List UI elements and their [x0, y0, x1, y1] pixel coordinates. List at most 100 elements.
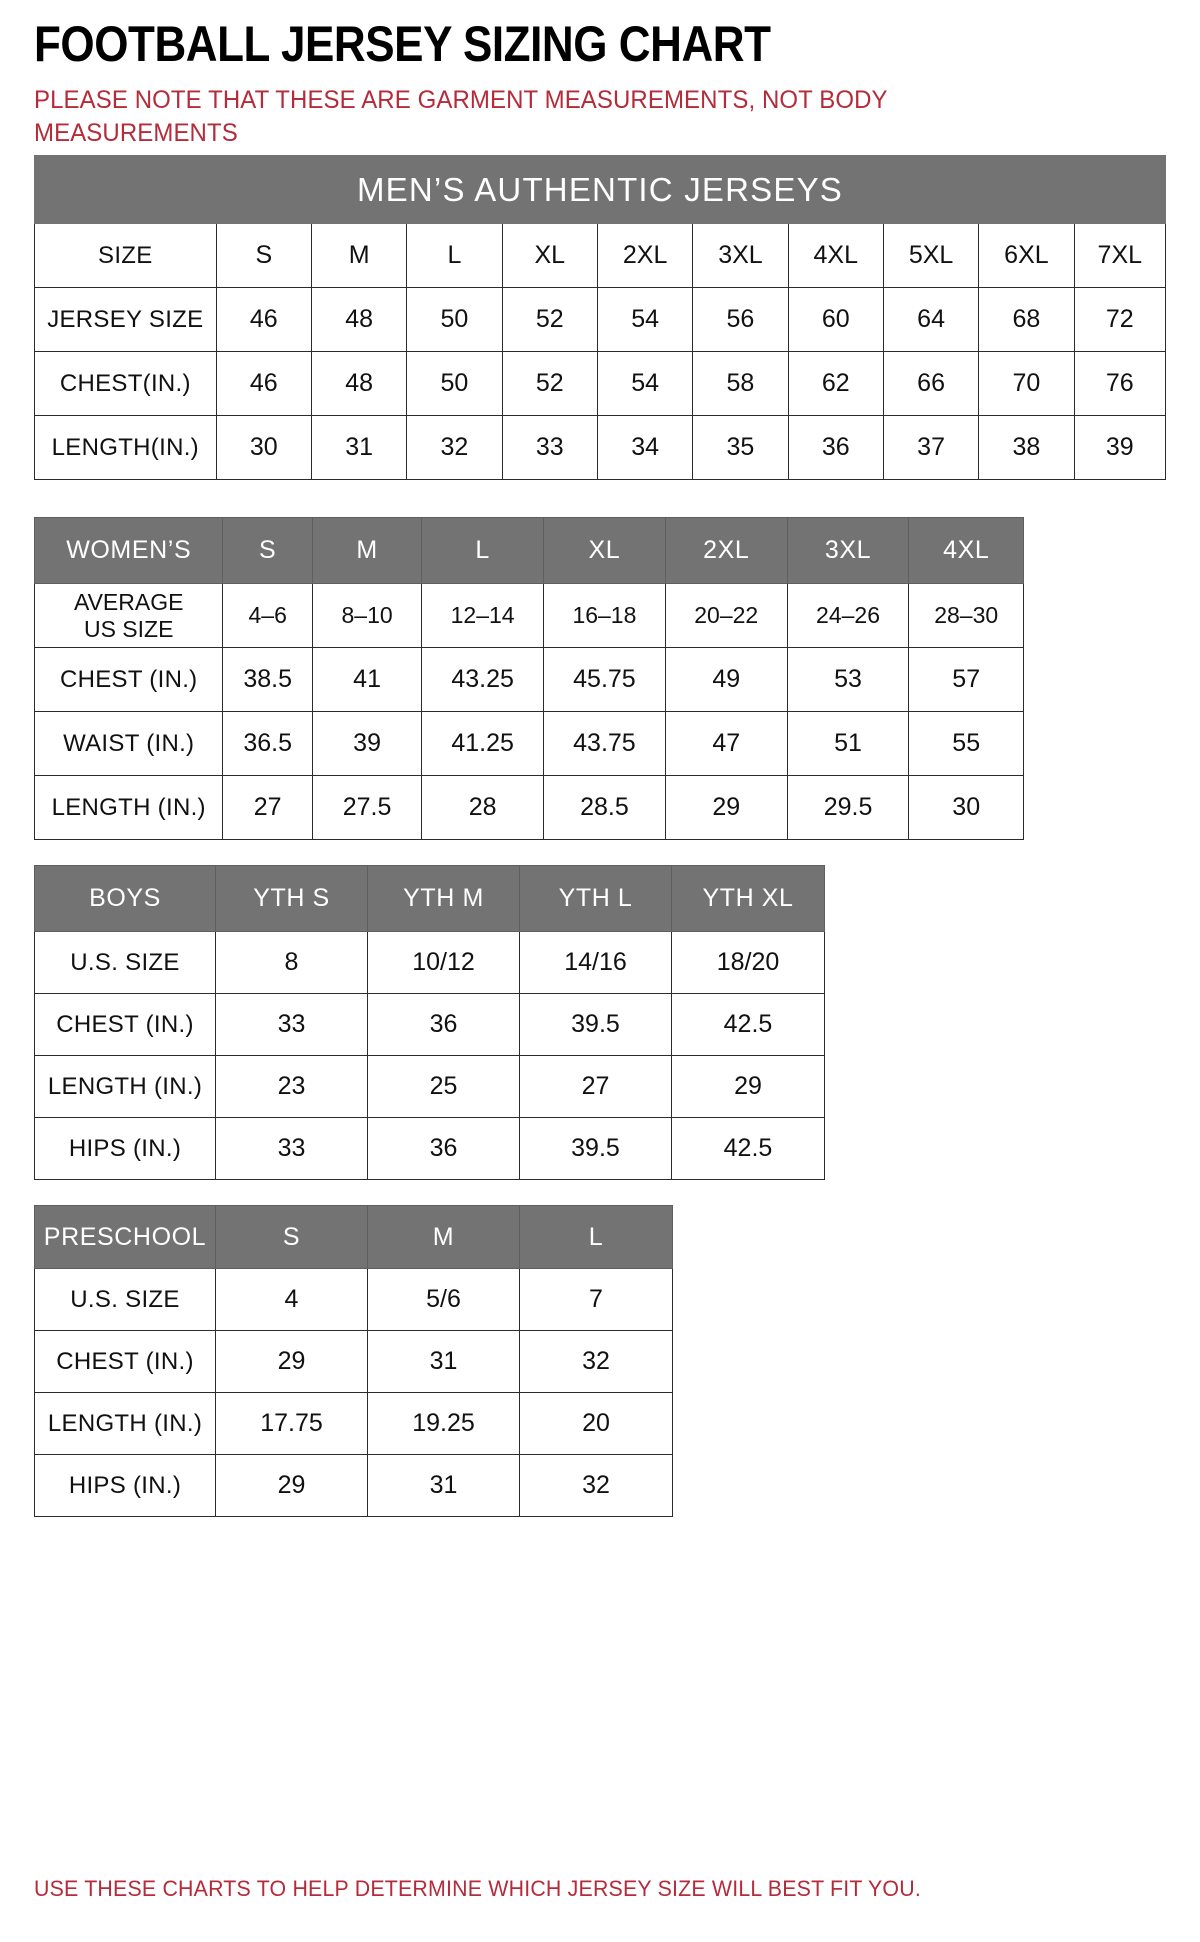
cell: 49	[664, 647, 788, 712]
cell: 29.5	[786, 775, 910, 840]
cell: 32	[519, 1454, 673, 1517]
cell: 33	[215, 1117, 368, 1180]
row-label-line1: AVERAGE	[73, 588, 184, 615]
row-label: HIPS (IN.)	[34, 1454, 216, 1517]
cell: 28	[421, 775, 545, 840]
cell: 52	[501, 287, 598, 352]
cell: 36.5	[222, 711, 313, 776]
table-header-row: WOMEN’S S M L XL 2XL 3XL 4XL	[33, 517, 1024, 584]
cell: 30	[215, 415, 312, 480]
row-label: CHEST(IN.)	[34, 351, 217, 416]
cell: 43.25	[421, 647, 545, 712]
cell: 12–14	[421, 583, 545, 648]
cell: 50	[406, 287, 503, 352]
cell: 57	[908, 647, 1024, 712]
cell: 33	[501, 415, 598, 480]
cell: 66	[882, 351, 980, 416]
cell: 7	[519, 1268, 673, 1331]
cell: 43.75	[543, 711, 666, 776]
table-row: AVERAGE US SIZE 4–6 8–10 12–14 16–18 20–2…	[33, 583, 1024, 648]
cell: 39.5	[519, 1117, 672, 1180]
cell: 8	[215, 931, 368, 994]
column-header-preschool: PRESCHOOL	[34, 1205, 216, 1269]
cell: 16–18	[543, 583, 666, 648]
cell: 17.75	[215, 1392, 368, 1455]
cell: 4–6	[222, 583, 313, 648]
cell: 29	[671, 1055, 825, 1118]
row-label: U.S. SIZE	[34, 1268, 216, 1331]
cell: 10/12	[367, 931, 520, 994]
cell: 24–26	[786, 583, 910, 648]
table-row: LENGTH (IN.) 27 27.5 28 28.5 29 29.5 30	[33, 775, 1024, 840]
column-header-yth-s: YTH S	[215, 865, 368, 932]
cell: 56	[692, 287, 789, 352]
cell: 28–30	[908, 583, 1024, 648]
cell: 14/16	[519, 931, 672, 994]
column-header-s: S	[222, 517, 313, 584]
cell: 48	[310, 351, 408, 416]
cell: 64	[882, 287, 980, 352]
cell: 19.25	[367, 1392, 520, 1455]
row-label: LENGTH (IN.)	[33, 775, 224, 840]
column-header-3xl: 3XL	[786, 517, 910, 584]
cell: 29	[215, 1454, 368, 1517]
cell: 8–10	[311, 583, 423, 648]
cell: 62	[787, 351, 884, 416]
table-row: LENGTH (IN.) 17.75 19.25 20	[34, 1392, 673, 1455]
cell: 46	[215, 287, 312, 352]
table-row: U.S. SIZE 8 10/12 14/16 18/20	[34, 931, 825, 994]
table-banner-row: MEN’S AUTHENTIC JERSEYS	[34, 155, 1166, 224]
column-header-size: SIZE	[34, 223, 217, 288]
cell: 60	[787, 287, 884, 352]
cell: 51	[786, 711, 910, 776]
cell: 42.5	[671, 1117, 825, 1180]
page-title: FOOTBALL JERSEY SIZING CHART	[34, 16, 771, 72]
cell: 53	[786, 647, 910, 712]
column-header-xl: XL	[501, 223, 598, 288]
column-header-3xl: 3XL	[692, 223, 789, 288]
cell: 32	[519, 1330, 673, 1393]
mens-banner: MEN’S AUTHENTIC JERSEYS	[34, 155, 1166, 224]
cell: 27	[222, 775, 313, 840]
cell: 30	[908, 775, 1024, 840]
row-label: LENGTH (IN.)	[34, 1055, 216, 1118]
table-row: WAIST (IN.) 36.5 39 41.25 43.75 47 51 55	[33, 711, 1024, 776]
cell: 29	[664, 775, 788, 840]
row-label: AVERAGE US SIZE	[33, 583, 224, 648]
cell: 41	[311, 647, 423, 712]
column-header-s: S	[215, 223, 312, 288]
column-header-yth-l: YTH L	[519, 865, 672, 932]
cell: 31	[367, 1454, 520, 1517]
cell: 36	[367, 1117, 520, 1180]
column-header-m: M	[367, 1205, 520, 1269]
table-row: CHEST (IN.) 38.5 41 43.25 45.75 49 53 57	[33, 647, 1024, 712]
cell: 25	[367, 1055, 520, 1118]
cell: 38.5	[222, 647, 313, 712]
table-row: CHEST (IN.) 33 36 39.5 42.5	[34, 993, 825, 1056]
footer-note: USE THESE CHARTS TO HELP DETERMINE WHICH…	[34, 1876, 921, 1901]
cell: 5/6	[367, 1268, 520, 1331]
mens-sizing-table: MEN’S AUTHENTIC JERSEYS SIZE S M L XL 2X…	[34, 155, 1167, 480]
cell: 54	[596, 287, 694, 352]
column-header-4xl: 4XL	[908, 517, 1024, 584]
cell: 76	[1073, 351, 1167, 416]
cell: 47	[664, 711, 788, 776]
column-header-2xl: 2XL	[664, 517, 788, 584]
column-header-xl: XL	[543, 517, 666, 584]
row-label-line2: US SIZE	[83, 615, 174, 642]
cell: 27	[519, 1055, 672, 1118]
cell: 39.5	[519, 993, 672, 1056]
row-label: JERSEY SIZE	[34, 287, 217, 352]
cell: 32	[406, 415, 503, 480]
cell: 58	[692, 351, 789, 416]
cell: 37	[882, 415, 980, 480]
cell: 68	[978, 287, 1075, 352]
column-header-l: L	[406, 223, 503, 288]
column-header-6xl: 6XL	[978, 223, 1075, 288]
table-row: LENGTH(IN.) 30 31 32 33 34 35 36 37 38 3…	[34, 415, 1167, 480]
table-header-row: BOYS YTH S YTH M YTH L YTH XL	[34, 865, 825, 932]
cell: 31	[367, 1330, 520, 1393]
cell: 39	[311, 711, 423, 776]
row-label: HIPS (IN.)	[34, 1117, 216, 1180]
